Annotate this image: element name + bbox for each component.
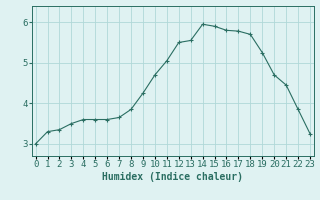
X-axis label: Humidex (Indice chaleur): Humidex (Indice chaleur) [102,172,243,182]
